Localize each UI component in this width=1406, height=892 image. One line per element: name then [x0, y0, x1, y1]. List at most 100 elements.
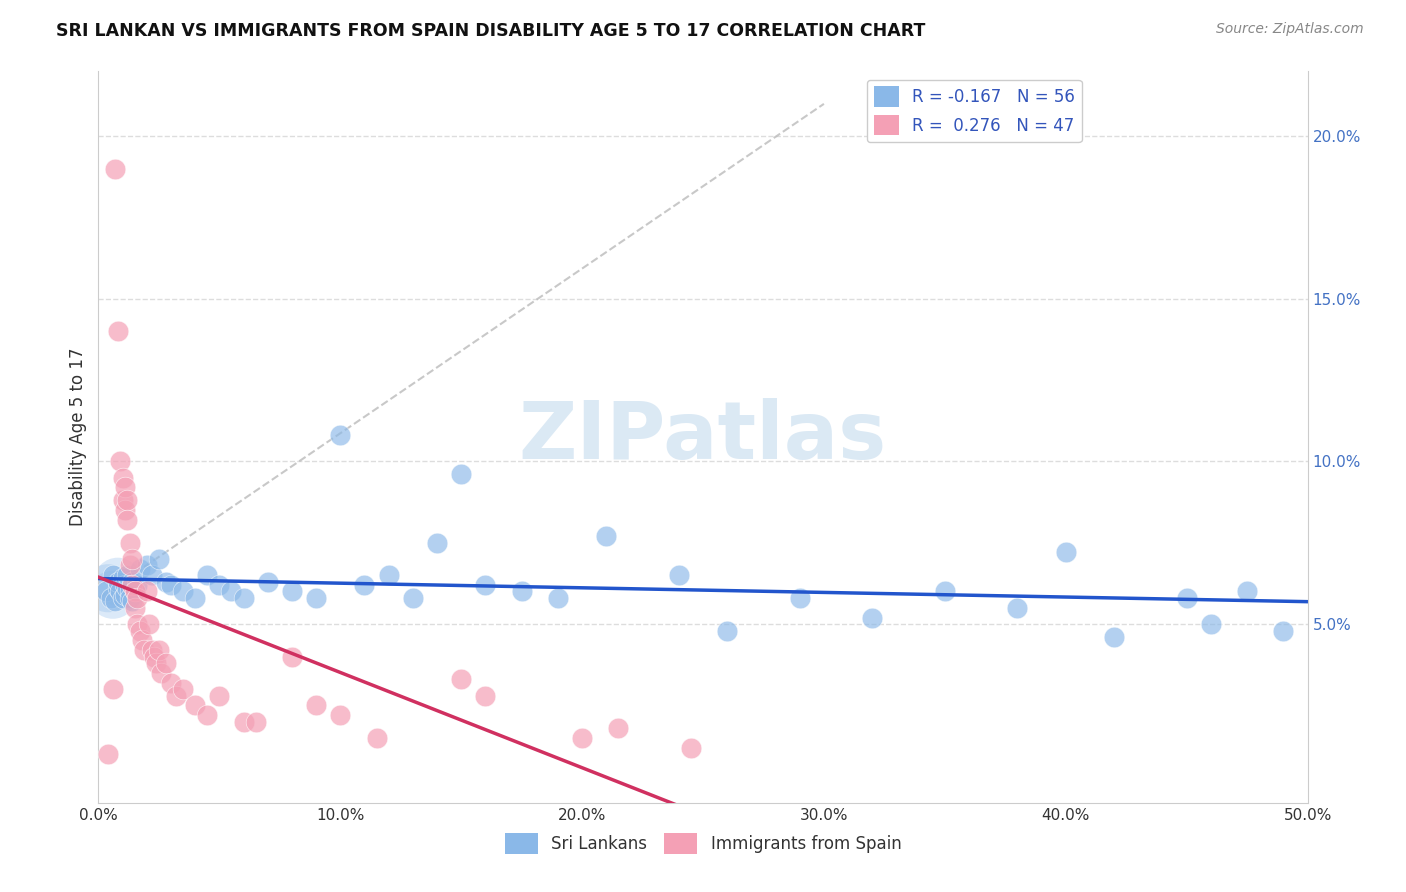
Point: [114, 578, 136, 592]
Point: [595, 529, 617, 543]
Point: [1102, 630, 1125, 644]
Point: [104, 161, 127, 176]
Text: Source: ZipAtlas.com: Source: ZipAtlas.com: [1216, 22, 1364, 37]
Point: [121, 594, 143, 608]
Point: [1199, 617, 1222, 632]
Point: [141, 643, 163, 657]
Point: [195, 708, 218, 723]
Point: [1175, 591, 1198, 605]
Point: [124, 584, 146, 599]
Point: [934, 584, 956, 599]
Point: [143, 649, 166, 664]
Point: [245, 714, 267, 729]
Point: [305, 698, 328, 713]
Point: [117, 568, 139, 582]
Point: [155, 656, 177, 670]
Point: [668, 568, 690, 582]
Text: SRI LANKAN VS IMMIGRANTS FROM SPAIN DISABILITY AGE 5 TO 17 CORRELATION CHART: SRI LANKAN VS IMMIGRANTS FROM SPAIN DISA…: [56, 22, 925, 40]
Point: [111, 471, 134, 485]
Point: [111, 591, 134, 605]
Point: [172, 584, 194, 599]
Point: [366, 731, 388, 745]
Point: [184, 698, 207, 713]
Point: [148, 643, 170, 657]
Point: [107, 581, 129, 595]
Point: [547, 591, 569, 605]
Point: [571, 731, 593, 745]
Point: [1236, 584, 1258, 599]
Point: [510, 584, 533, 599]
Point: [117, 513, 139, 527]
Point: [118, 584, 141, 599]
Point: [155, 574, 177, 589]
Point: [402, 591, 425, 605]
Point: [165, 689, 187, 703]
Point: [184, 591, 207, 605]
Point: [148, 552, 170, 566]
Point: [117, 581, 139, 595]
Point: [114, 503, 136, 517]
Text: ZIPatlas: ZIPatlas: [519, 398, 887, 476]
Point: [195, 568, 218, 582]
Point: [127, 578, 149, 592]
Point: [281, 649, 304, 664]
Point: [353, 578, 375, 592]
Point: [1007, 600, 1029, 615]
Point: [111, 572, 134, 586]
Point: [221, 584, 243, 599]
Point: [474, 578, 496, 592]
Point: [135, 584, 157, 599]
Point: [281, 584, 304, 599]
Point: [256, 574, 278, 589]
Point: [131, 633, 153, 648]
Point: [124, 600, 146, 615]
Point: [135, 558, 157, 573]
Y-axis label: Disability Age 5 to 17: Disability Age 5 to 17: [69, 348, 87, 526]
Point: [138, 617, 160, 632]
Point: [108, 584, 131, 599]
Point: [141, 568, 163, 582]
Point: [172, 681, 194, 696]
Point: [114, 480, 136, 494]
Point: [107, 574, 129, 589]
Point: [305, 591, 328, 605]
Point: [377, 568, 399, 582]
Point: [145, 656, 167, 670]
Point: [101, 588, 124, 602]
Point: [450, 673, 472, 687]
Point: [426, 535, 449, 549]
Point: [104, 594, 127, 608]
Point: [679, 740, 702, 755]
Point: [860, 610, 883, 624]
Point: [232, 714, 254, 729]
Point: [450, 467, 472, 482]
Point: [160, 578, 183, 592]
Point: [101, 568, 124, 582]
Point: [127, 591, 149, 605]
Point: [124, 584, 146, 599]
Point: [101, 681, 124, 696]
Point: [208, 689, 231, 703]
Point: [128, 562, 150, 576]
Point: [127, 617, 149, 632]
Point: [100, 591, 122, 605]
Point: [111, 493, 134, 508]
Point: [1272, 624, 1295, 638]
Point: [329, 708, 352, 723]
Point: [150, 665, 173, 680]
Point: [118, 591, 141, 605]
Point: [716, 624, 738, 638]
Point: [160, 675, 183, 690]
Point: [474, 689, 496, 703]
Point: [107, 325, 129, 339]
Point: [97, 747, 120, 761]
Point: [607, 721, 630, 735]
Point: [232, 591, 254, 605]
Legend: Sri Lankans, Immigrants from Spain: Sri Lankans, Immigrants from Spain: [498, 827, 908, 860]
Point: [329, 428, 352, 442]
Point: [128, 624, 150, 638]
Point: [114, 588, 136, 602]
Point: [94, 584, 117, 599]
Point: [121, 574, 143, 589]
Point: [107, 574, 129, 589]
